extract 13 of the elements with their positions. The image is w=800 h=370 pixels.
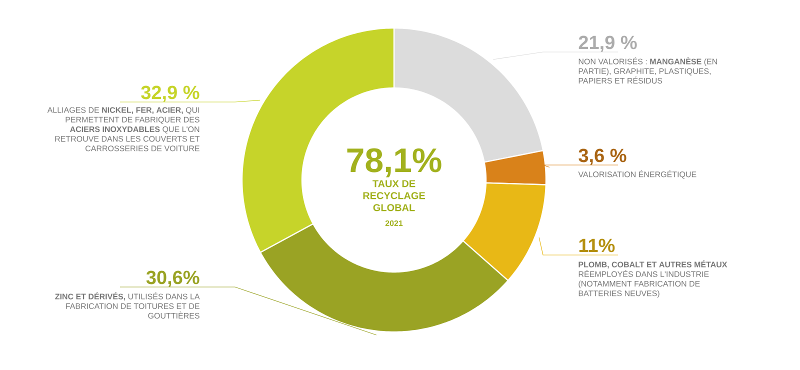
data-label: 32,9 % [141,86,200,102]
slice-label: VALORISATION ÉNERGÉTIQUE [578,170,696,179]
data-label: 30,6% [146,270,200,287]
slice-label: ZINC ET DÉRIVÉS, UTILISÉS DANS LA FABRICATION DE TOITURES ET DE GOUTTIÈRES [55,292,200,319]
data-label: 21,9 % [578,36,637,52]
slice-label: NON VALORISÉS : MANGANÈSE (EN PARTIE), GRAPHITE, PLASTIQUES, PAPIERS ET RÉSIDUS [578,57,717,84]
text: 78,1% [347,148,442,178]
text: 2021 [385,220,403,226]
slice-label: PLOMB, COBALT ET AUTRES MÉTAUX RÉEMPLOYÉS DANS L'INDUSTRIE (NOTAMMENT FABRICATION DE BATTERIES NEUVES) [578,260,728,298]
data-label: 3,6 % [578,148,626,165]
text: TAUX DE RECYCLAGE GLOBAL [363,180,426,212]
data-label: 11% [579,238,615,252]
slice-label: ALLIAGES DE NICKEL, FER, ACIER, QUI PERMETTENT DE FABRIQUER DES ACIERS INOXYDABLES QUE L'ON RETROUVE DANS LES COUVERTS ET CARROSSERIES DE VOITURE [47,107,200,152]
